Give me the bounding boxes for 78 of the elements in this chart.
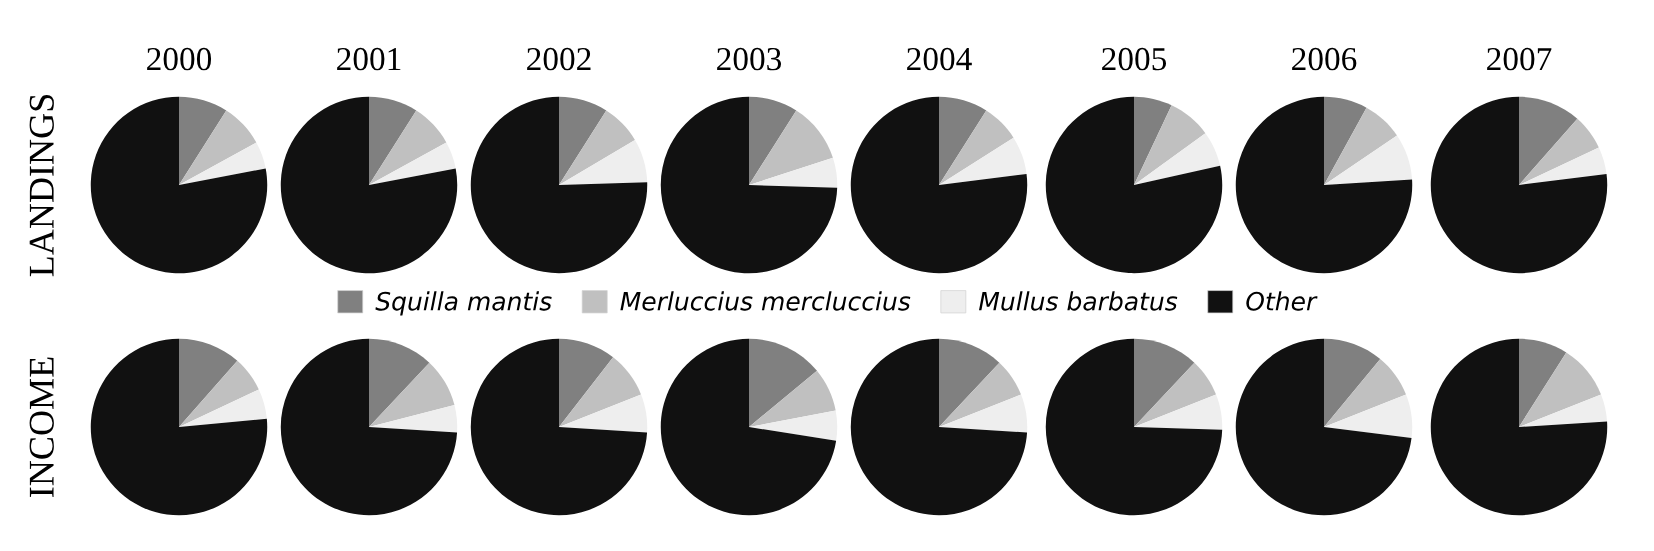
pie-slice xyxy=(1430,96,1608,274)
pie-slice xyxy=(1519,394,1608,427)
pie-slice xyxy=(1430,338,1608,516)
legend-label: Mullus barbatus xyxy=(979,291,1178,311)
pie-slice xyxy=(369,362,455,427)
pie-slice xyxy=(1134,394,1223,430)
pie-slice xyxy=(1519,96,1578,185)
pie-slice xyxy=(1134,362,1217,427)
pie-slice xyxy=(1324,359,1407,427)
pie-slice xyxy=(559,357,642,427)
pie-slice xyxy=(559,110,635,185)
pie-slice xyxy=(1134,96,1172,185)
pie-slice xyxy=(749,370,836,427)
chart-title: 2005 xyxy=(1102,47,1167,71)
pie-slice xyxy=(660,96,838,274)
pie-slice xyxy=(1235,338,1412,516)
pie-slice xyxy=(179,96,227,185)
pie-slice xyxy=(939,96,987,185)
pie-slice xyxy=(1519,118,1599,185)
text: INCOME xyxy=(29,357,54,497)
pie-slice xyxy=(179,389,267,427)
pie-slice xyxy=(179,360,259,427)
pie-slice xyxy=(1045,96,1223,274)
pie-slice xyxy=(850,338,1028,516)
pie-slice xyxy=(559,394,648,433)
pie-slice xyxy=(1324,135,1413,185)
pie-slice xyxy=(1134,105,1206,185)
pie-slice xyxy=(369,142,456,185)
pie-slice xyxy=(749,157,838,188)
pie-slice xyxy=(559,140,648,185)
pie-slice xyxy=(470,338,648,516)
pie-slice xyxy=(939,110,1014,185)
pie-slice xyxy=(850,96,1028,274)
chart-title: 2006 xyxy=(1292,47,1357,71)
chart-title: 2003 xyxy=(717,47,782,71)
pie-slice xyxy=(559,338,614,427)
pie-slice xyxy=(1519,338,1567,427)
legend-label: Squilla mantis xyxy=(375,291,552,316)
pie-slice xyxy=(369,338,430,427)
pie-slice xyxy=(1519,352,1602,427)
chart-title: 2002 xyxy=(527,47,591,71)
legend-label: Other xyxy=(1246,291,1318,311)
pie-slice xyxy=(369,405,458,433)
pie-slice xyxy=(749,110,833,185)
pie-slice xyxy=(1324,107,1397,185)
pie-slice xyxy=(1324,96,1367,185)
pie-slice xyxy=(1519,147,1607,185)
pie-slice xyxy=(1235,96,1413,274)
pie-slice xyxy=(939,137,1027,185)
text: LANDINGS xyxy=(29,94,54,277)
pie-slice xyxy=(939,362,1022,427)
pie-slice xyxy=(1134,133,1221,185)
pie-slice xyxy=(749,96,797,185)
pie-slice xyxy=(179,338,238,427)
pie-slice xyxy=(470,96,648,274)
pie-slice xyxy=(559,96,607,185)
chart-title: 2004 xyxy=(907,47,972,71)
pie-slice xyxy=(939,394,1028,433)
chart-title: 2001 xyxy=(337,47,401,71)
pie-slice xyxy=(90,96,268,274)
pie-slice xyxy=(1045,338,1223,516)
pie-slice xyxy=(1324,338,1381,427)
pie-slice xyxy=(90,338,268,516)
pie-slice xyxy=(369,96,417,185)
pie-slice xyxy=(749,338,817,427)
pie-slice xyxy=(1324,394,1413,439)
legend-label: Merluccius mercluccius xyxy=(620,291,911,311)
pie-slice xyxy=(280,96,458,274)
pie-slice xyxy=(369,110,447,185)
chart-title: 2007 xyxy=(1487,47,1552,71)
chart-title: 2000 xyxy=(147,47,212,71)
pie-slice xyxy=(749,410,838,441)
pie-slice xyxy=(179,110,257,185)
pie-slice xyxy=(179,142,266,185)
pie-slice xyxy=(280,338,458,516)
pie-slice xyxy=(1134,338,1195,427)
pie-slice xyxy=(660,338,837,516)
pie-slice xyxy=(939,338,1000,427)
